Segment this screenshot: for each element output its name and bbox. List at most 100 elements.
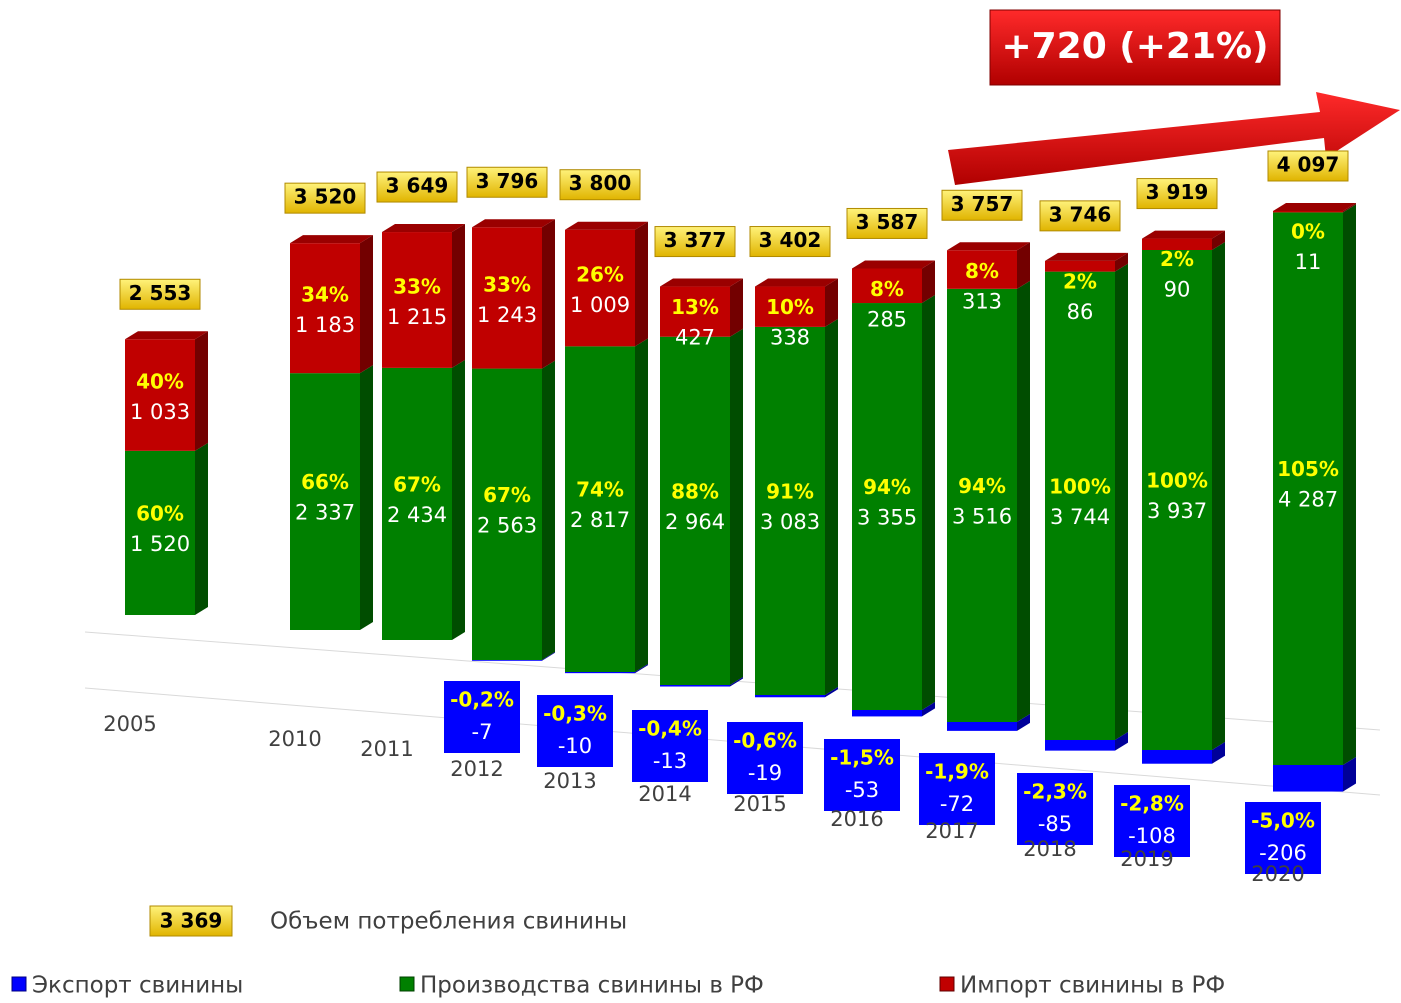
production-percent: 105% [1277,457,1339,481]
year-label: 2019 [1120,847,1173,871]
year-label: 2013 [543,769,596,793]
import-percent: 0% [1291,219,1325,243]
bar-top [947,242,1030,251]
import-bar [382,232,452,368]
import-percent: 34% [301,283,349,307]
total-label: 3 587 [856,210,919,234]
import-percent: 40% [136,370,184,394]
export-percent: -0,3% [543,702,607,726]
production-percent: 91% [766,479,814,503]
export-box [537,695,613,767]
import-bar [852,268,922,304]
production-bar [290,373,360,630]
import-value: 313 [962,289,1002,313]
bar-top [1142,230,1225,239]
bar-top [382,224,465,233]
production-percent: 94% [958,474,1006,498]
production-bar-side [452,359,465,640]
export-bar-side [922,702,935,717]
total-box [654,226,736,258]
import-bar-side [635,221,648,347]
import-bar [565,229,635,347]
import-value: 338 [770,326,810,350]
production-bar [382,367,452,640]
production-percent: 88% [671,479,719,503]
export-value: -10 [558,734,592,758]
import-value: 11 [1295,250,1322,274]
total-label: 3 757 [951,192,1014,216]
production-value: 2 817 [570,508,630,532]
production-value: 3 083 [760,510,820,534]
export-value: -206 [1259,841,1307,865]
import-percent: 13% [671,295,719,319]
export-box [444,681,520,753]
import-value: 285 [867,307,907,331]
import-percent: 26% [576,263,624,287]
export-value: -53 [845,778,879,802]
export-box [1017,773,1093,845]
production-value: 2 434 [387,503,447,527]
annotation: +720 (+21%) [1001,26,1268,67]
export-percent: -5,0% [1251,809,1315,833]
bar-top [1045,252,1128,261]
production-bar-side [542,360,555,660]
total-label: 4 097 [1277,152,1340,176]
export-percent: -1,9% [925,760,989,784]
export-bar [565,672,635,674]
export-percent: -1,5% [830,746,894,770]
year-label: 2005 [103,712,156,736]
import-bar-side [1343,202,1356,213]
production-percent: 67% [393,472,441,496]
production-bar-side [922,295,935,710]
import-bar [1273,210,1343,213]
production-bar-side [195,442,208,615]
import-bar-side [1115,252,1128,272]
legend-label: Производства свинины в РФ [420,973,764,999]
total-label: 3 377 [664,228,727,252]
production-value: 3 355 [857,506,917,530]
legend-total-label: Объем потребления свинины [270,909,627,935]
annotation-box [989,9,1281,86]
export-percent: -0,2% [450,688,514,712]
year-label: 2012 [450,757,503,781]
production-bar-side [1212,242,1225,750]
total-label: 3 800 [569,171,632,195]
export-value: -108 [1128,824,1176,848]
export-percent: -2,8% [1120,792,1184,816]
total-label: 3 746 [1049,202,1112,226]
import-percent: 8% [870,277,904,301]
export-percent: -0,6% [733,729,797,753]
import-percent: 33% [393,274,441,298]
export-bar [660,685,730,687]
import-bar [472,227,542,369]
year-label: 2010 [268,727,321,751]
production-percent: 60% [136,501,184,525]
production-percent: 74% [576,478,624,502]
import-bar-side [542,219,555,369]
total-box [466,166,548,198]
import-bar [947,250,1017,289]
import-bar-side [730,278,743,337]
export-bar [1045,740,1115,751]
legend-swatch [939,976,955,992]
production-value: 3 744 [1050,505,1110,529]
export-bar [947,722,1017,731]
export-box [727,722,803,794]
import-value: 1 215 [387,305,447,329]
total-label: 3 649 [386,174,449,198]
production-bar [755,326,825,695]
export-bar-side [542,652,555,661]
import-bar [1142,238,1212,251]
import-value: 1 243 [477,303,537,327]
year-label: 2015 [733,792,786,816]
export-value: -85 [1038,812,1072,836]
year-label: 2011 [360,737,413,761]
production-percent: 66% [301,470,349,494]
export-box [1245,802,1321,874]
production-bar [1273,212,1343,765]
import-percent: 33% [483,272,531,296]
production-bar-side [1115,263,1128,740]
total-box [749,226,831,258]
import-bar [290,243,360,374]
export-percent: -2,3% [1023,780,1087,804]
